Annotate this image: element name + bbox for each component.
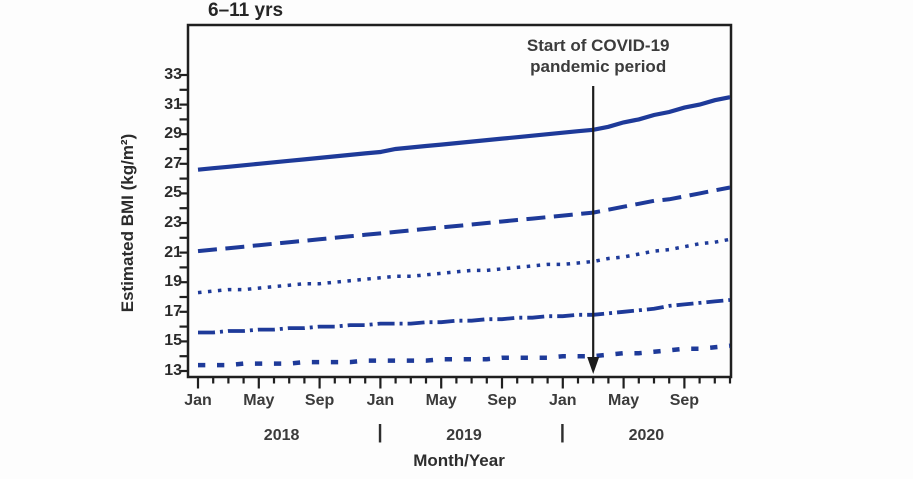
- y-tick-label: 31: [164, 95, 182, 113]
- plot-border: [186, 23, 733, 379]
- data-series-line-4-dash-dot: [198, 298, 731, 335]
- y-axis-title: Estimated BMI (kg/m²): [118, 133, 137, 313]
- x-month-label: May: [425, 392, 457, 409]
- y-tick-label: 13: [164, 362, 182, 379]
- year-separator: |: [559, 422, 566, 443]
- x-month-label: Sep: [669, 392, 700, 409]
- y-tick-label: 33: [164, 66, 182, 83]
- x-year-label: 2019: [446, 427, 482, 444]
- x-month-label: Sep: [304, 392, 335, 409]
- x-year-label: 2018: [263, 427, 300, 444]
- y-tick-label: 23: [164, 214, 182, 231]
- data-series-line-2-long-dash: [197, 185, 731, 254]
- x-month-label: May: [243, 392, 275, 409]
- y-tick-label: 27: [164, 154, 182, 172]
- data-series-line-3-dotted: [197, 237, 731, 295]
- annotation-text: Start of COVID-19 pandemic period: [526, 36, 670, 77]
- x-month-label: May: [608, 392, 640, 409]
- y-tick-label: 19: [164, 273, 182, 291]
- y-tick-label: 25: [164, 184, 182, 202]
- data-series-line-1-solid: [197, 95, 731, 172]
- x-month-label: Jan: [549, 392, 577, 409]
- chart-title: 6–11 yrs: [208, 0, 284, 21]
- data-series-line-5-short-dash: [198, 343, 731, 368]
- y-tick-label: 15: [164, 332, 182, 350]
- x-month-label: Jan: [184, 392, 212, 409]
- x-month-label: Jan: [366, 392, 395, 409]
- x-axis-title: Month/Year: [413, 451, 505, 470]
- year-separator: |: [377, 422, 383, 443]
- annotation-arrow-head: [587, 357, 600, 374]
- x-month-label: Sep: [487, 392, 517, 409]
- y-tick-label: 29: [164, 125, 182, 143]
- y-tick-label: 17: [164, 302, 182, 320]
- y-tick-label: 21: [164, 243, 182, 261]
- x-year-label: 2020: [628, 427, 665, 444]
